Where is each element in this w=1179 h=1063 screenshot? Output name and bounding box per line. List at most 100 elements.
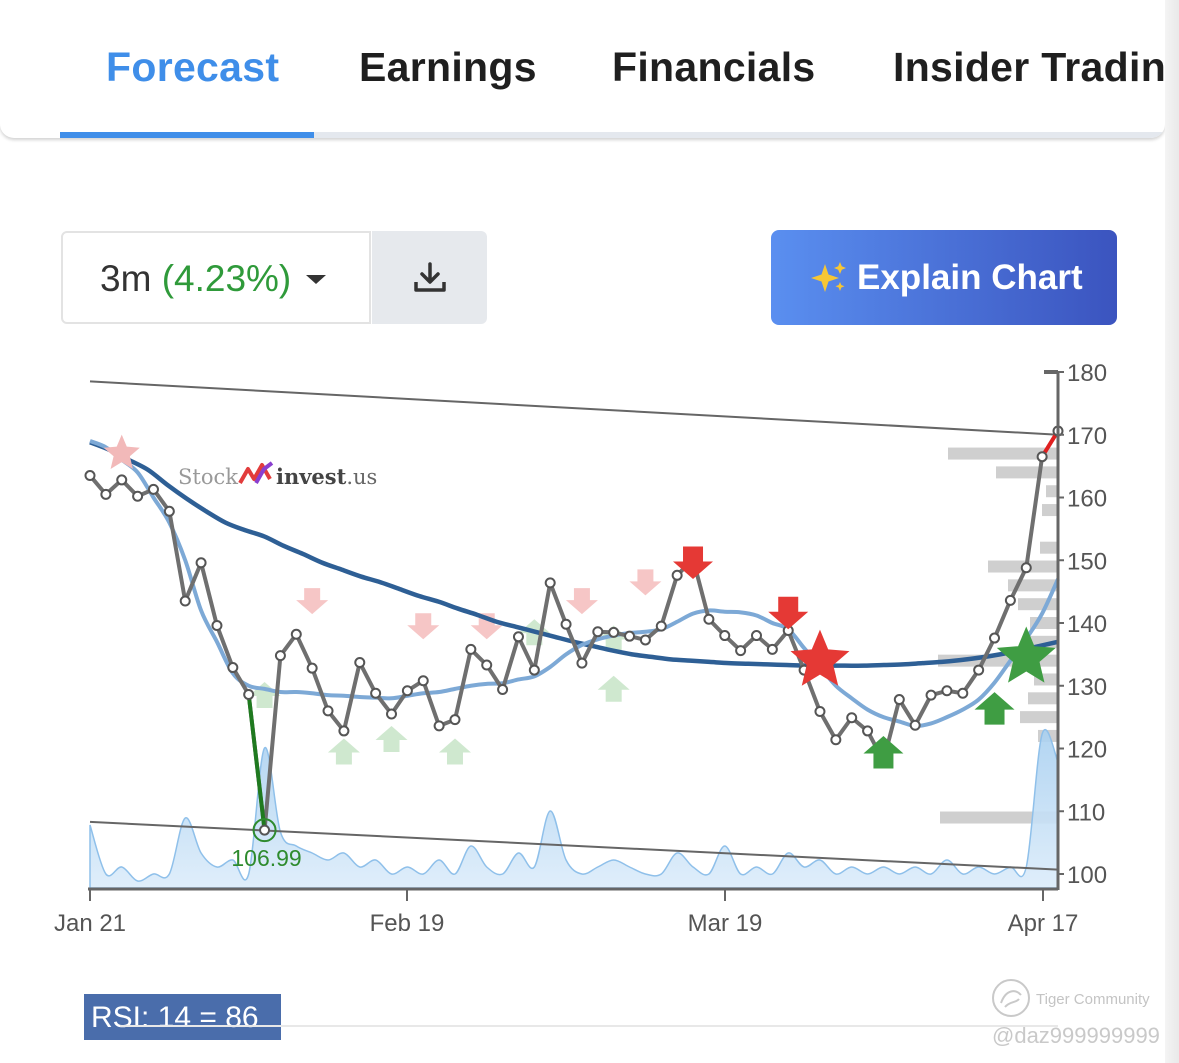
period-value: 3m (4.23%) <box>100 258 291 300</box>
price-point <box>703 613 715 625</box>
price-point <box>973 664 985 676</box>
x-tick-label: Feb 19 <box>370 910 445 937</box>
minor-buy-arrow <box>248 682 281 709</box>
price-point <box>1036 451 1048 463</box>
minor-sell-arrow <box>629 569 662 596</box>
sell-signal-arrow <box>768 596 809 630</box>
volume-area <box>89 729 1059 889</box>
ma-short-line <box>89 439 1060 728</box>
stockinvest-logo: Stock invest.us <box>178 461 378 489</box>
signal-star <box>996 626 1056 683</box>
price-point <box>370 687 382 699</box>
price-point <box>862 725 874 737</box>
low-marker <box>252 818 277 843</box>
rsi-divider <box>120 1025 1058 1027</box>
minor-buy-arrow <box>597 625 630 652</box>
signal-star <box>790 629 850 686</box>
price-point <box>116 474 128 486</box>
price-point <box>814 705 826 717</box>
scroll-edge <box>1165 0 1179 1063</box>
y-tick-label: 180 <box>1067 360 1107 387</box>
y-tick-label: 170 <box>1067 423 1107 450</box>
period-change: (4.23%) <box>161 258 292 299</box>
price-point <box>750 630 762 642</box>
logo-text-3: .us <box>346 465 378 489</box>
minor-buy-arrow <box>438 738 471 765</box>
price-point <box>497 684 509 696</box>
trend-channel-lower <box>89 820 1059 871</box>
logo-mark-icon <box>238 461 274 484</box>
price-point <box>639 634 651 646</box>
price-point <box>1020 562 1032 574</box>
price-point <box>433 720 445 732</box>
period-dropdown[interactable]: 3m (4.23%) <box>61 231 371 324</box>
price-point <box>766 643 778 655</box>
logo-text-2: invest <box>275 464 347 489</box>
price-point <box>957 687 969 699</box>
y-tick-label: 150 <box>1067 548 1107 575</box>
tiger-logo-icon <box>992 979 1030 1017</box>
price-point <box>481 659 493 671</box>
buy-signal-arrow <box>974 692 1015 725</box>
x-tick-label: Jan 21 <box>54 910 126 937</box>
price-point <box>84 470 96 482</box>
price-point <box>846 712 858 724</box>
price-point <box>624 630 636 642</box>
price-point <box>544 577 556 589</box>
price-point <box>893 694 905 706</box>
tab-bar: Forecast Earnings Financials Insider Tra… <box>0 0 1165 138</box>
price-point <box>560 618 572 630</box>
tab-financials[interactable]: Financials <box>612 44 816 90</box>
minor-buy-arrow <box>597 675 630 702</box>
price-point <box>465 643 477 655</box>
price-point <box>338 725 350 737</box>
price-point <box>512 631 524 643</box>
sparkle-icon <box>811 262 846 292</box>
user-handle: @daz999999999 <box>992 1023 1160 1048</box>
price-chart: 106.99 180 170 160 150 140 130 120 110 100 Jan 21 F… <box>54 360 1107 937</box>
download-icon <box>414 262 446 292</box>
caret-down-icon <box>306 275 326 284</box>
explain-chart-button[interactable]: Explain Chart <box>771 230 1117 325</box>
volume-profile-bar <box>940 811 1058 824</box>
volume-profile-bar <box>1028 692 1058 705</box>
low-annotation-label: 106.99 <box>231 845 301 871</box>
minor-buy-arrow <box>375 725 408 752</box>
price-line-drop-segment <box>246 694 267 831</box>
tab-forecast[interactable]: Forecast <box>106 44 280 90</box>
volume-profile-bar <box>1018 598 1058 611</box>
price-point <box>909 719 921 731</box>
minor-buy-arrow <box>327 738 360 765</box>
price-point <box>147 483 159 495</box>
price-point <box>671 569 683 581</box>
price-point <box>322 705 334 717</box>
y-tick-label: 130 <box>1067 674 1107 701</box>
price-point <box>608 626 620 638</box>
price-point <box>259 824 271 836</box>
explain-chart-label: Explain Chart <box>857 258 1083 297</box>
price-point <box>925 689 937 701</box>
price-point <box>290 628 302 640</box>
minor-sell-arrow <box>407 613 440 640</box>
price-point <box>163 505 175 517</box>
tab-earnings[interactable]: Earnings <box>359 44 537 90</box>
tiger-community-watermark: Tiger Community <box>990 977 1150 1023</box>
tab-insider-trading[interactable]: Insider Trading <box>893 44 1165 90</box>
trend-channel-upper <box>89 380 1059 436</box>
period-label: 3m <box>100 258 152 299</box>
price-point <box>274 650 286 662</box>
price-point <box>132 490 144 502</box>
signal-star <box>103 434 140 469</box>
price-point <box>195 557 207 569</box>
price-point <box>592 626 604 638</box>
rsi-label: RSI: 14 = 86 <box>84 994 281 1040</box>
y-tick-label: 110 <box>1067 799 1105 826</box>
minor-sell-arrow <box>565 588 598 615</box>
price-point <box>179 595 191 607</box>
price-line <box>88 456 1045 833</box>
volume-profile-bar <box>1046 485 1058 498</box>
price-point <box>655 620 667 632</box>
volume-profile-bar <box>1042 504 1058 517</box>
download-button[interactable] <box>372 231 487 324</box>
volume-profile-bar <box>1040 541 1058 554</box>
